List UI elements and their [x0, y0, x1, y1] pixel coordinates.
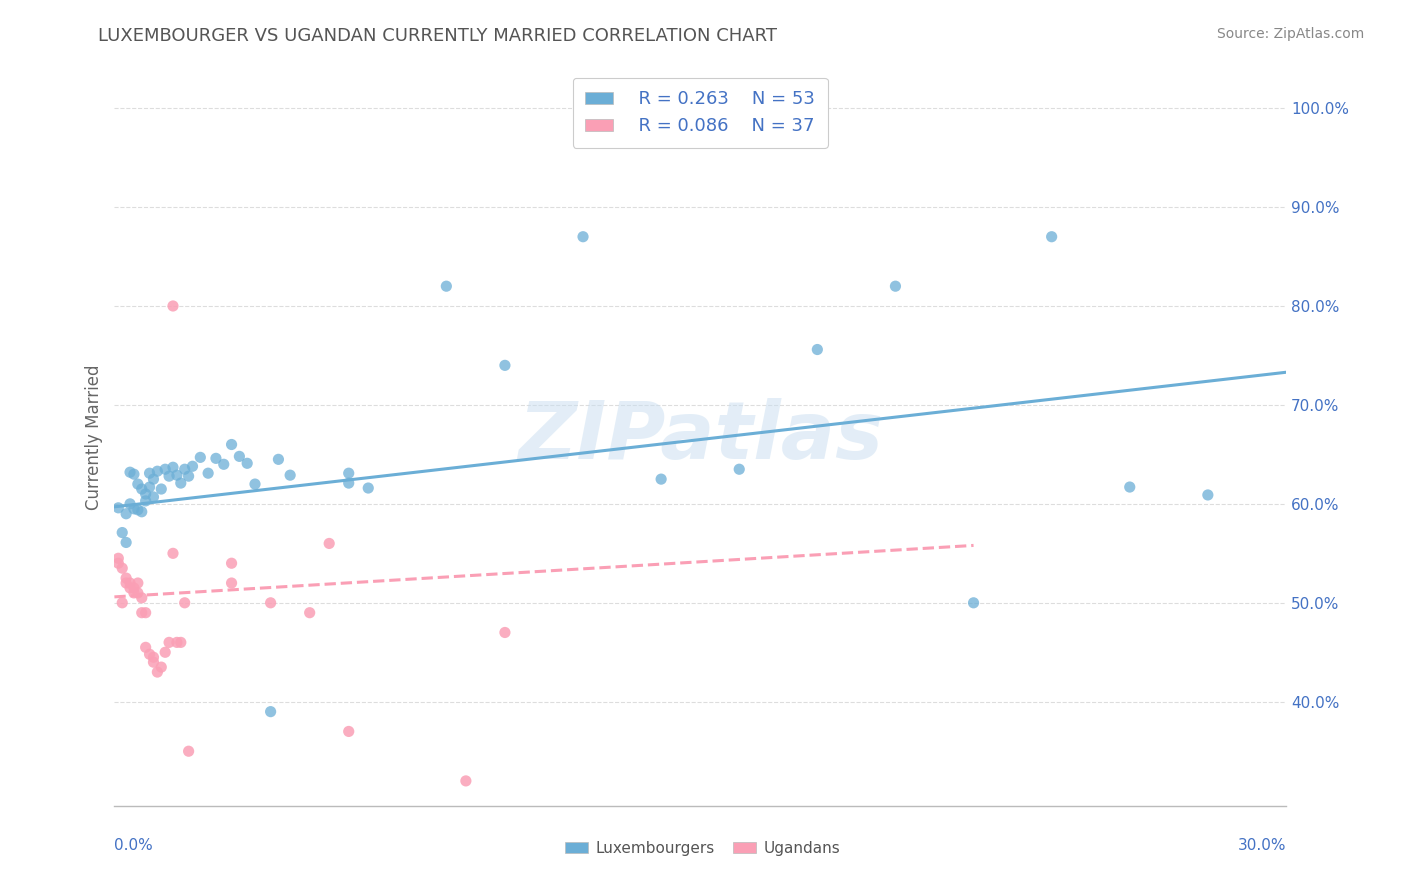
Point — [494, 359, 516, 373]
Point — [337, 476, 360, 491]
Text: Source: ZipAtlas.com: Source: ZipAtlas.com — [1216, 27, 1364, 41]
Point — [454, 773, 477, 788]
Point — [122, 501, 145, 516]
Point — [157, 469, 180, 483]
Point — [138, 647, 160, 661]
Point — [127, 503, 149, 517]
Point — [150, 482, 173, 496]
Point — [806, 343, 828, 357]
Point — [181, 459, 204, 474]
Legend:   R = 0.263    N = 53,   R = 0.086    N = 37: R = 0.263 N = 53, R = 0.086 N = 37 — [572, 78, 828, 148]
Point — [138, 466, 160, 480]
Point — [111, 561, 134, 575]
Point — [127, 586, 149, 600]
Text: 30.0%: 30.0% — [1237, 838, 1286, 854]
Point — [572, 229, 595, 244]
Point — [115, 576, 138, 591]
Point — [259, 596, 281, 610]
Text: ZIPatlas: ZIPatlas — [517, 398, 883, 476]
Point — [127, 477, 149, 491]
Legend: Luxembourgers, Ugandans: Luxembourgers, Ugandans — [560, 835, 846, 862]
Point — [115, 571, 138, 585]
Point — [142, 655, 165, 669]
Point — [135, 487, 157, 501]
Point — [142, 490, 165, 504]
Point — [107, 551, 129, 566]
Point — [142, 650, 165, 665]
Point — [170, 635, 193, 649]
Point — [122, 586, 145, 600]
Y-axis label: Currently Married: Currently Married — [86, 364, 103, 510]
Point — [122, 467, 145, 482]
Point — [278, 468, 301, 483]
Point — [135, 494, 157, 508]
Point — [188, 450, 211, 465]
Point — [138, 480, 160, 494]
Point — [228, 450, 250, 464]
Point — [115, 507, 138, 521]
Point — [122, 581, 145, 595]
Point — [197, 466, 219, 480]
Point — [162, 460, 184, 475]
Point — [259, 705, 281, 719]
Point — [221, 556, 243, 570]
Point — [337, 466, 360, 480]
Point — [162, 546, 184, 560]
Point — [205, 451, 228, 466]
Point — [267, 452, 290, 467]
Point — [884, 279, 907, 293]
Point — [357, 481, 380, 495]
Point — [111, 525, 134, 540]
Point — [162, 299, 184, 313]
Point — [173, 596, 195, 610]
Point — [1119, 480, 1142, 494]
Point — [146, 665, 169, 679]
Point — [142, 472, 165, 486]
Point — [118, 465, 141, 479]
Point — [131, 606, 153, 620]
Point — [650, 472, 672, 486]
Point — [221, 437, 243, 451]
Point — [1197, 488, 1219, 502]
Point — [135, 640, 157, 655]
Point — [153, 462, 176, 476]
Text: LUXEMBOURGER VS UGANDAN CURRENTLY MARRIED CORRELATION CHART: LUXEMBOURGER VS UGANDAN CURRENTLY MARRIE… — [98, 27, 778, 45]
Point — [127, 576, 149, 591]
Point — [1040, 229, 1063, 244]
Point — [111, 596, 134, 610]
Point — [146, 464, 169, 478]
Point — [170, 476, 193, 491]
Point — [166, 468, 188, 483]
Point — [107, 556, 129, 570]
Point — [157, 635, 180, 649]
Point — [212, 458, 235, 472]
Point — [318, 536, 340, 550]
Point — [118, 581, 141, 595]
Point — [177, 744, 200, 758]
Point — [243, 477, 266, 491]
Point — [131, 482, 153, 496]
Point — [236, 456, 259, 470]
Point — [221, 576, 243, 591]
Point — [131, 591, 153, 605]
Point — [135, 606, 157, 620]
Point — [434, 279, 457, 293]
Point — [298, 606, 321, 620]
Point — [153, 645, 176, 659]
Point — [173, 462, 195, 476]
Point — [115, 535, 138, 549]
Point — [177, 469, 200, 483]
Point — [494, 625, 516, 640]
Point — [131, 505, 153, 519]
Point — [107, 500, 129, 515]
Point — [166, 635, 188, 649]
Point — [150, 660, 173, 674]
Point — [728, 462, 751, 476]
Point — [962, 596, 984, 610]
Point — [337, 724, 360, 739]
Point — [118, 576, 141, 591]
Text: 0.0%: 0.0% — [114, 838, 153, 854]
Point — [118, 497, 141, 511]
